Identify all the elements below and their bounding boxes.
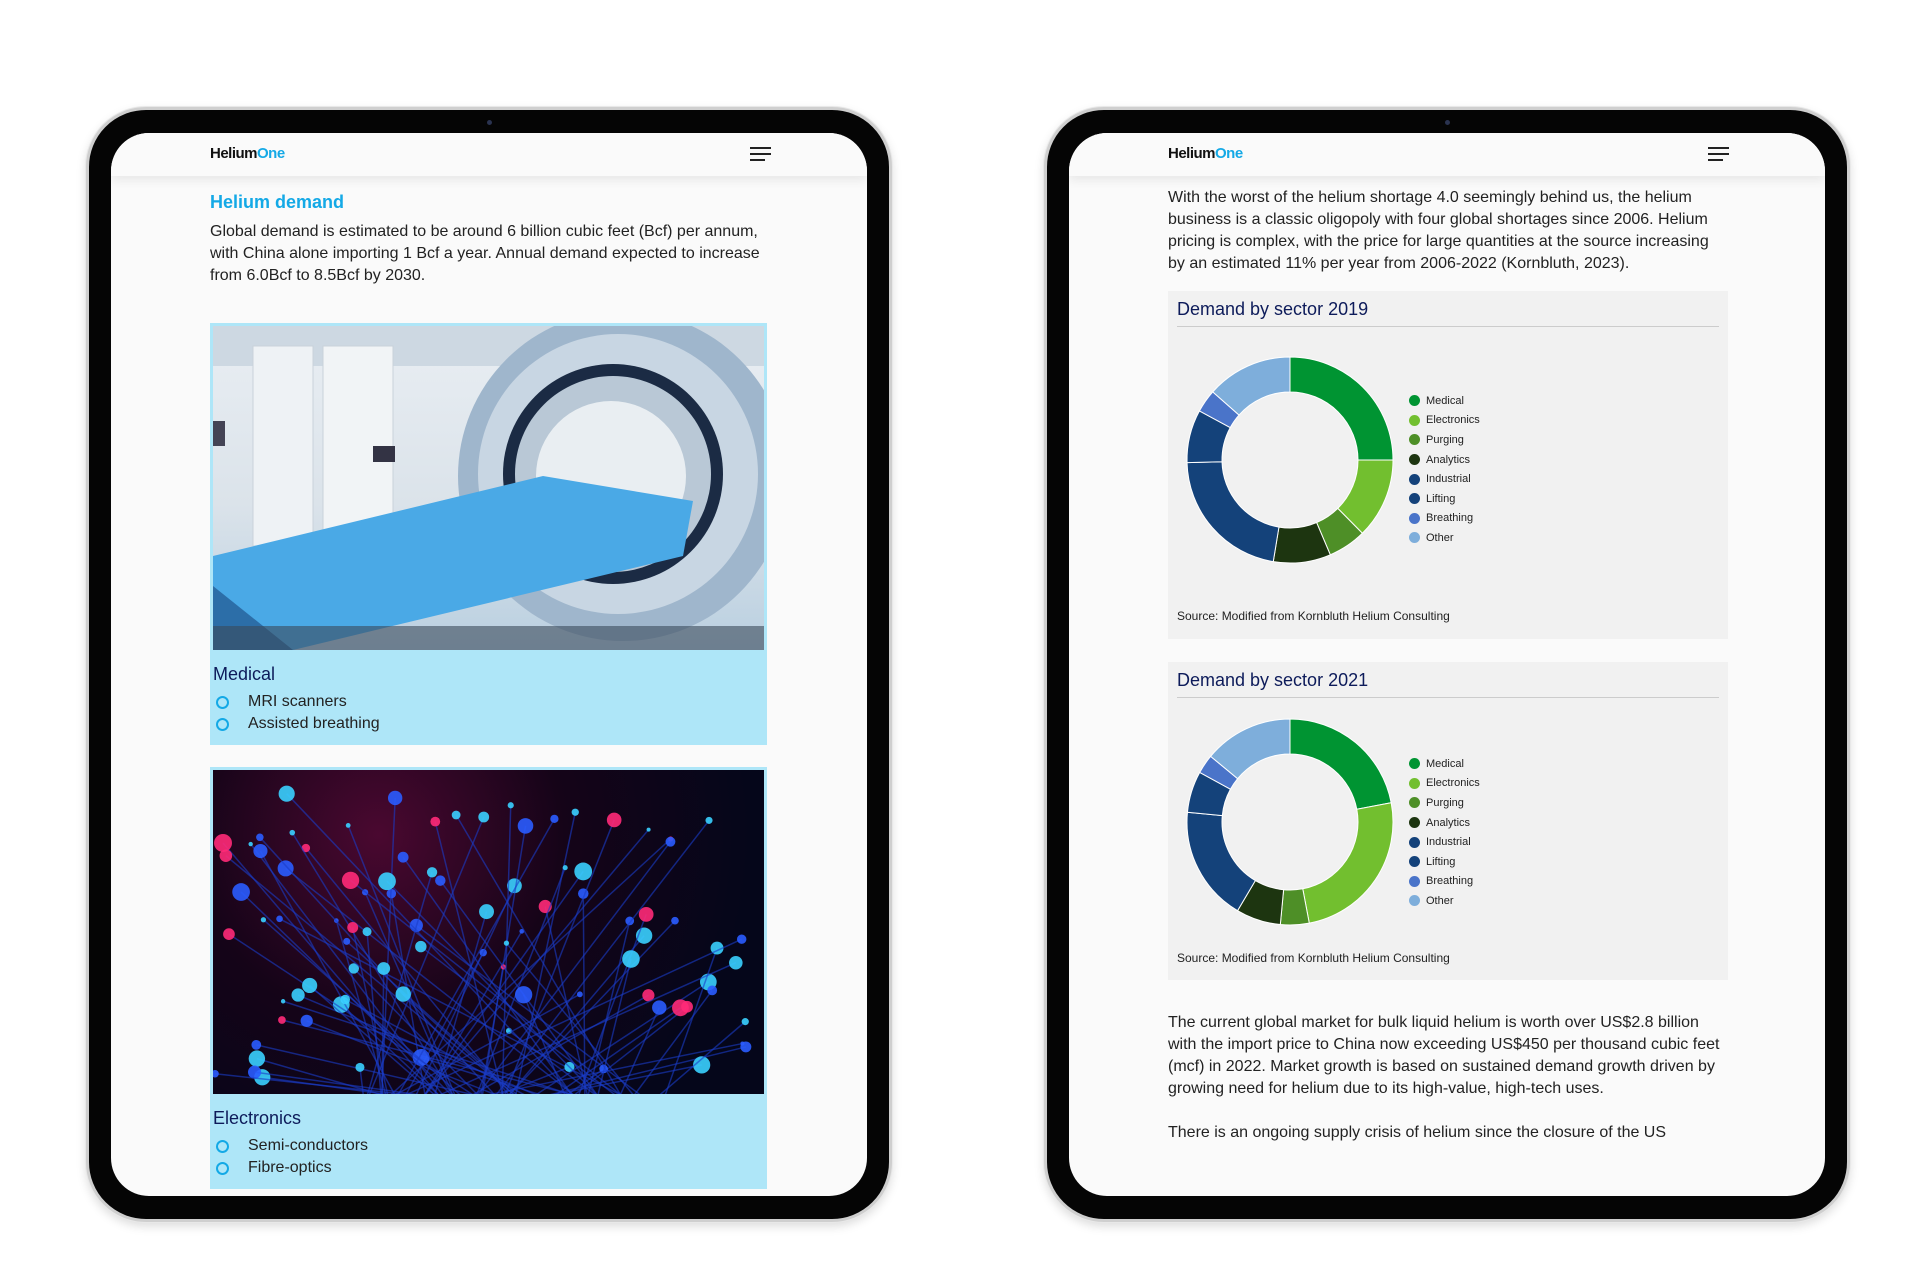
section-heading: Helium demand — [210, 192, 345, 212]
legend-item[interactable]: Other — [1409, 528, 1480, 548]
chart-source: Source: Modified from Kornbluth Helium C… — [1177, 609, 1450, 623]
legend-label: Medical — [1426, 757, 1464, 770]
legend-label: Breathing — [1426, 512, 1474, 525]
legend-swatch — [1409, 895, 1420, 907]
camera — [1445, 120, 1450, 125]
legend-item[interactable]: Lifting — [1409, 852, 1480, 872]
donut-slice-industrial[interactable] — [1186, 811, 1257, 912]
tablet-left: HeliumOne Helium demand Global demand is… — [86, 107, 892, 1222]
camera — [487, 120, 492, 125]
legend-swatch — [1409, 875, 1420, 887]
screen-left: HeliumOne Helium demand Global demand is… — [111, 133, 867, 1196]
chart-title: Demand by sector 2019 — [1177, 299, 1719, 327]
legend-item[interactable]: Purging — [1409, 793, 1480, 813]
logo[interactable]: HeliumOne — [210, 145, 285, 162]
donut-chart — [1186, 356, 1394, 564]
list-item: Assisted breathing — [213, 713, 764, 735]
legend-item[interactable]: Industrial — [1409, 469, 1480, 489]
legend-item[interactable]: Medical — [1409, 391, 1480, 411]
logo-text-accent: One — [1215, 145, 1243, 162]
legend-label: Medical — [1426, 394, 1464, 407]
legend-swatch — [1409, 493, 1420, 505]
hamburger-menu-icon[interactable] — [1708, 147, 1729, 165]
legend-swatch — [1409, 777, 1420, 789]
legend-swatch — [1409, 836, 1420, 848]
legend-item[interactable]: Electronics — [1409, 774, 1480, 794]
intro-paragraph: With the worst of the helium shortage 4.… — [1168, 189, 1709, 272]
legend-item[interactable]: Lifting — [1409, 489, 1480, 509]
legend-item[interactable]: Other — [1409, 891, 1480, 911]
supply-paragraph: There is an ongoing supply crisis of hel… — [1168, 1124, 1667, 1141]
sector-card-electronics: Electronics Semi-conductors Fibre-optics — [210, 767, 767, 1189]
card-title: Electronics — [213, 1108, 302, 1128]
list-item: Fibre-optics — [213, 1157, 764, 1179]
legend-swatch — [1409, 414, 1420, 426]
donut-chart — [1186, 718, 1394, 926]
hamburger-menu-icon[interactable] — [750, 147, 771, 165]
chart-source: Source: Modified from Kornbluth Helium C… — [1177, 951, 1450, 965]
donut-slice-other[interactable] — [1212, 356, 1291, 416]
legend-swatch — [1409, 817, 1420, 829]
site-header: HeliumOne — [1069, 133, 1825, 176]
legend-label: Analytics — [1426, 453, 1471, 466]
legend-item[interactable]: Breathing — [1409, 509, 1480, 529]
logo[interactable]: HeliumOne — [1168, 145, 1243, 162]
chart-title: Demand by sector 2021 — [1177, 670, 1719, 698]
legend-label: Purging — [1426, 433, 1464, 446]
legend-item[interactable]: Industrial — [1409, 832, 1480, 852]
legend-label: Lifting — [1426, 855, 1456, 868]
logo-text: Helium — [1168, 145, 1216, 162]
legend-swatch — [1409, 758, 1420, 770]
legend-swatch — [1409, 473, 1420, 485]
list-item: MRI scanners — [213, 691, 764, 713]
legend-swatch — [1409, 434, 1420, 446]
legend-swatch — [1409, 797, 1420, 809]
legend-label: Other — [1426, 531, 1454, 544]
card-title: Medical — [213, 664, 276, 684]
legend-label: Analytics — [1426, 816, 1471, 829]
chart-demand-2021: Demand by sector 2021 Medical Electronics P… — [1168, 662, 1728, 980]
donut-slice-electronics[interactable] — [1302, 802, 1394, 924]
legend-item[interactable]: Analytics — [1409, 450, 1480, 470]
legend-swatch — [1409, 856, 1420, 868]
intro-paragraph: Global demand is estimated to be around … — [210, 223, 760, 284]
legend-item[interactable]: Medical — [1409, 754, 1480, 774]
donut-slice-medical[interactable] — [1289, 718, 1392, 810]
market-paragraph: The current global market for bulk liqui… — [1168, 1014, 1720, 1097]
legend-swatch — [1409, 532, 1420, 544]
list-item: Semi-conductors — [213, 1135, 764, 1157]
screen-right: HeliumOne With the worst of the helium s… — [1069, 133, 1825, 1196]
legend-swatch — [1409, 454, 1420, 466]
legend-item[interactable]: Analytics — [1409, 813, 1480, 833]
donut-slice-medical[interactable] — [1289, 356, 1394, 461]
chart-legend: Medical Electronics Purging Analytics Indust… — [1409, 391, 1480, 548]
legend-label: Electronics — [1426, 777, 1480, 790]
logo-text: Helium — [210, 145, 258, 162]
legend-item[interactable]: Electronics — [1409, 411, 1480, 431]
legend-label: Lifting — [1426, 492, 1456, 505]
legend-label: Breathing — [1426, 875, 1474, 888]
fibre-optics-image — [213, 770, 764, 1094]
legend-item[interactable]: Purging — [1409, 430, 1480, 450]
tablet-right: HeliumOne With the worst of the helium s… — [1044, 107, 1850, 1222]
chart-legend: Medical Electronics Purging Analytics Indust… — [1409, 754, 1480, 911]
legend-swatch — [1409, 395, 1420, 407]
legend-label: Other — [1426, 894, 1454, 907]
legend-label: Purging — [1426, 796, 1464, 809]
donut-slice-industrial[interactable] — [1186, 461, 1280, 563]
legend-item[interactable]: Breathing — [1409, 872, 1480, 892]
donut-slice-other[interactable] — [1209, 718, 1291, 780]
mri-scanner-image — [213, 326, 764, 650]
sector-card-medical: Medical MRI scanners Assisted breathing — [210, 323, 767, 745]
legend-label: Industrial — [1426, 836, 1471, 849]
site-header: HeliumOne — [111, 133, 867, 176]
legend-label: Electronics — [1426, 414, 1480, 427]
logo-text-accent: One — [257, 145, 285, 162]
legend-label: Industrial — [1426, 473, 1471, 486]
chart-demand-2019: Demand by sector 2019 Medical Electronics P… — [1168, 291, 1728, 639]
legend-swatch — [1409, 512, 1420, 524]
